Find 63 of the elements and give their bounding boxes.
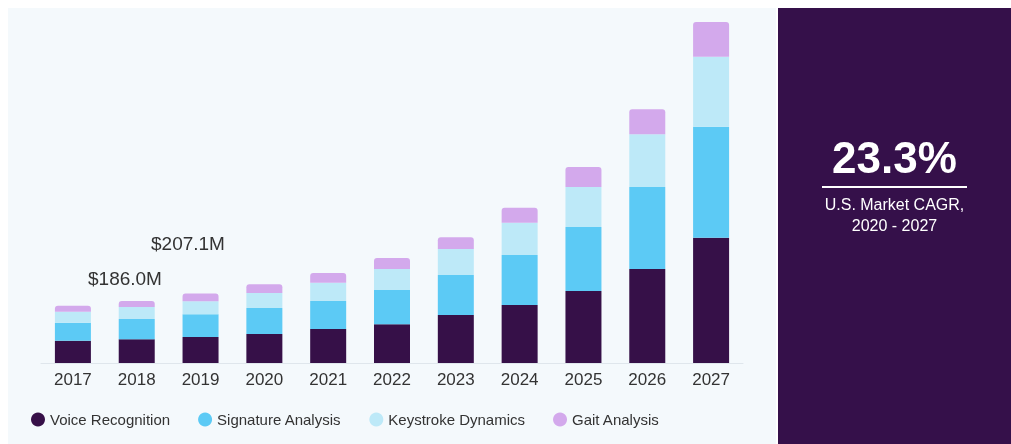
bar xyxy=(54,322,91,341)
legend-label: Gait Analysis xyxy=(572,411,659,428)
x-tick-label: 2019 xyxy=(181,370,220,389)
bar xyxy=(629,134,666,188)
bar xyxy=(501,254,538,306)
annotation: $207.1M xyxy=(151,233,225,255)
x-tick-label: 2018 xyxy=(117,370,156,389)
bar xyxy=(246,334,283,363)
bar xyxy=(310,282,347,301)
bar xyxy=(693,237,730,363)
bar xyxy=(182,337,219,363)
bar xyxy=(629,187,666,269)
bar xyxy=(182,301,219,315)
bar xyxy=(246,308,283,335)
bar xyxy=(310,272,347,283)
bar xyxy=(118,307,155,320)
bar xyxy=(310,300,347,329)
bar xyxy=(629,109,666,135)
bar xyxy=(693,56,730,127)
legend-label: Signature Analysis xyxy=(217,411,341,428)
x-tick-label: 2020 xyxy=(245,370,284,389)
bar xyxy=(310,328,347,363)
bar xyxy=(437,249,474,276)
x-tick-label: 2024 xyxy=(500,370,539,389)
annotation: $186.0M xyxy=(88,268,162,290)
legend-label: Voice Recognition xyxy=(50,411,171,428)
bar xyxy=(54,340,91,363)
x-tick-label: 2027 xyxy=(692,370,730,389)
bar xyxy=(501,305,538,363)
bar xyxy=(437,275,474,315)
bar xyxy=(246,293,283,309)
bar xyxy=(565,187,602,227)
bar xyxy=(118,300,155,308)
bar xyxy=(693,126,730,238)
bar xyxy=(437,314,474,363)
bar xyxy=(118,319,155,340)
x-tick-label: 2026 xyxy=(628,370,667,389)
text: 23.3% xyxy=(831,133,958,183)
bar xyxy=(501,207,538,223)
bar xyxy=(501,222,538,255)
x-tick-label: 2021 xyxy=(309,370,348,389)
x-tick-label: 2023 xyxy=(436,370,475,389)
bar xyxy=(693,22,730,57)
x-tick-label: 2022 xyxy=(373,370,411,389)
bar xyxy=(437,237,474,250)
bar xyxy=(565,166,602,188)
legend-label: Keystroke Dynamics xyxy=(388,411,526,428)
bar xyxy=(374,257,410,269)
x-tick-label: 2025 xyxy=(564,370,603,389)
bar xyxy=(374,268,410,291)
bar xyxy=(182,314,219,338)
x-tick-label: 2017 xyxy=(54,370,92,389)
bar xyxy=(54,305,91,312)
bar xyxy=(182,293,219,302)
bar xyxy=(246,284,283,294)
bar xyxy=(54,311,91,323)
bar xyxy=(565,226,602,292)
bar xyxy=(374,324,410,363)
bar xyxy=(374,290,410,325)
bar xyxy=(565,291,602,363)
bar xyxy=(118,339,155,363)
bar xyxy=(629,268,666,363)
text: U.S. Market CAGR, 2020 - 2027 xyxy=(823,195,966,236)
